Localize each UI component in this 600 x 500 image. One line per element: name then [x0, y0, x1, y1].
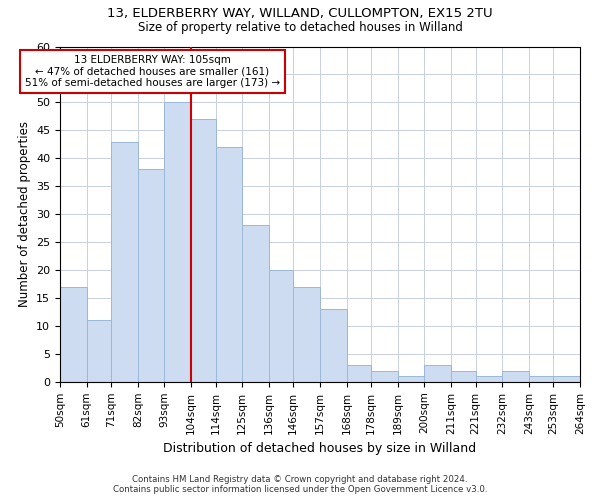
Text: Size of property relative to detached houses in Willand: Size of property relative to detached ho…	[137, 21, 463, 34]
Bar	[476, 376, 502, 382]
Bar	[138, 170, 164, 382]
Bar	[215, 147, 242, 382]
Text: Contains HM Land Registry data © Crown copyright and database right 2024.
Contai: Contains HM Land Registry data © Crown c…	[113, 474, 487, 494]
Y-axis label: Number of detached properties: Number of detached properties	[17, 121, 31, 307]
Bar	[424, 365, 451, 382]
Bar	[191, 119, 215, 382]
X-axis label: Distribution of detached houses by size in Willand: Distribution of detached houses by size …	[163, 442, 476, 455]
Bar	[269, 270, 293, 382]
Bar	[347, 365, 371, 382]
Bar	[320, 309, 347, 382]
Bar	[451, 370, 476, 382]
Bar	[111, 142, 138, 382]
Text: 13, ELDERBERRY WAY, WILLAND, CULLOMPTON, EX15 2TU: 13, ELDERBERRY WAY, WILLAND, CULLOMPTON,…	[107, 8, 493, 20]
Bar	[371, 370, 398, 382]
Bar	[502, 370, 529, 382]
Bar	[293, 287, 320, 382]
Text: 13 ELDERBERRY WAY: 105sqm
← 47% of detached houses are smaller (161)
51% of semi: 13 ELDERBERRY WAY: 105sqm ← 47% of detac…	[25, 55, 280, 88]
Bar	[242, 226, 269, 382]
Bar	[398, 376, 424, 382]
Bar	[87, 320, 111, 382]
Bar	[529, 376, 553, 382]
Bar	[553, 376, 580, 382]
Bar	[164, 102, 191, 382]
Bar	[60, 287, 87, 382]
